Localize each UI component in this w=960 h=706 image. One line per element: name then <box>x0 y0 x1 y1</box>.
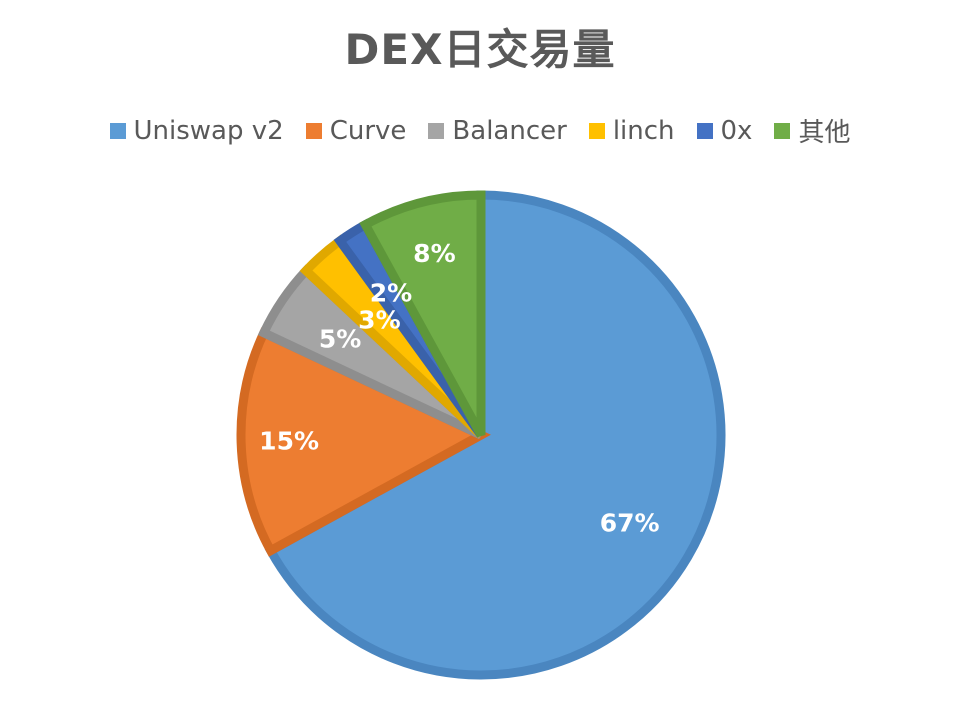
data-label: 15% <box>259 427 319 456</box>
data-label: 2% <box>370 279 412 308</box>
data-label: 8% <box>413 239 455 268</box>
data-label: 67% <box>600 509 660 538</box>
data-label: 5% <box>319 325 361 354</box>
data-label: 3% <box>358 305 400 334</box>
